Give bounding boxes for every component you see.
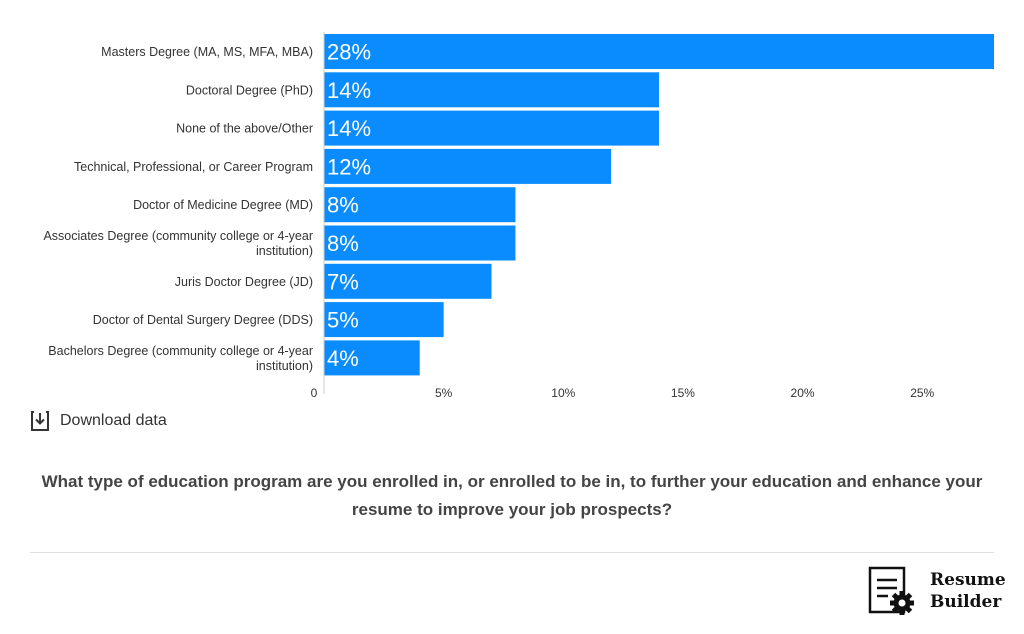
resume-builder-logo: Resume Builder (868, 566, 1006, 616)
divider (30, 552, 994, 553)
bar-data-label: 7% (327, 269, 359, 294)
resume-gear-icon (868, 566, 914, 615)
download-data-label: Download data (60, 412, 167, 429)
x-tick-label: 0 (311, 386, 318, 400)
category-label: Doctor of Medicine Degree (MD) (133, 198, 313, 212)
category-label: Doctor of Dental Surgery Degree (DDS) (93, 313, 313, 327)
x-tick-label: 5% (435, 386, 453, 400)
bar-chart: 28% Masters Degree (MA, MS, MFA, MBA) 14% D… (43, 32, 994, 400)
bar-data-label: 8% (327, 193, 359, 218)
category-label: Doctoral Degree (PhD) (186, 83, 313, 97)
bar-data-label: 28% (327, 40, 371, 65)
bar (324, 263, 492, 299)
bar (324, 225, 516, 261)
brand-line-2: Builder (930, 592, 1002, 612)
category-label: Masters Degree (MA, MS, MFA, MBA) (101, 45, 313, 59)
bar-data-label: 14% (327, 78, 371, 103)
category-label: Bachelors Degree (community college or 4… (48, 344, 313, 373)
x-tick-label: 25% (910, 386, 934, 400)
bar (324, 72, 659, 108)
category-label: Technical, Professional, or Career Progr… (74, 160, 313, 174)
category-label: None of the above/Other (176, 122, 313, 136)
bar (324, 302, 444, 338)
survey-question: What type of education program are you e… (41, 472, 983, 519)
bar-data-label: 14% (327, 116, 371, 141)
x-tick-label: 10% (551, 386, 575, 400)
download-data-button[interactable]: Download data (30, 408, 167, 434)
bar (324, 110, 659, 146)
x-tick-label: 20% (791, 386, 815, 400)
bar-data-label: 5% (327, 308, 359, 333)
category-label: Juris Doctor Degree (JD) (175, 275, 313, 289)
bar (324, 340, 420, 376)
bar (324, 34, 994, 69)
download-icon (31, 411, 49, 431)
bar-data-label: 4% (327, 346, 359, 371)
x-tick-label: 15% (671, 386, 695, 400)
brand-line-1: Resume (930, 570, 1006, 590)
bar-data-label: 12% (327, 154, 371, 179)
bar-data-label: 8% (327, 231, 359, 256)
category-label: Associates Degree (community college or … (43, 229, 313, 258)
bar (324, 148, 612, 184)
bar (324, 187, 516, 223)
